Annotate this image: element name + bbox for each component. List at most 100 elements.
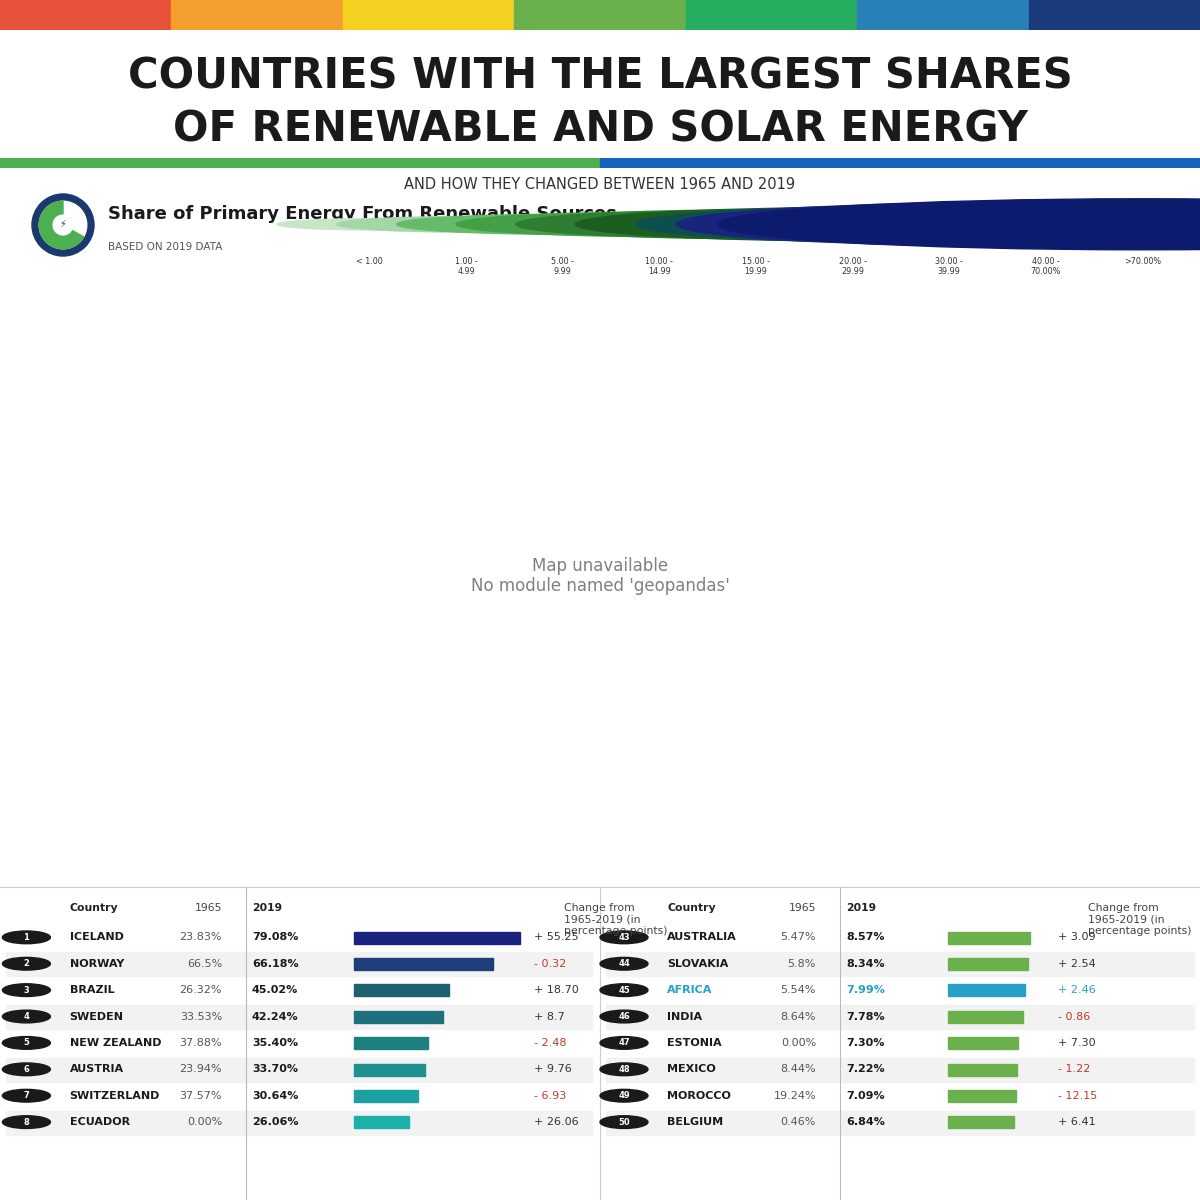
Text: 20.00 -
29.99: 20.00 - 29.99 — [839, 257, 866, 276]
Circle shape — [40, 202, 86, 248]
Text: 30.64%: 30.64% — [252, 1091, 299, 1100]
Circle shape — [600, 1116, 648, 1128]
Circle shape — [456, 212, 863, 236]
Text: AUSTRIA: AUSTRIA — [70, 1064, 124, 1074]
Text: Change from
1965-2019 (in
percentage points): Change from 1965-2019 (in percentage poi… — [564, 902, 667, 936]
Text: 7.22%: 7.22% — [846, 1064, 884, 1074]
Text: 33.70%: 33.70% — [252, 1064, 298, 1074]
Text: 7.30%: 7.30% — [846, 1038, 884, 1048]
Circle shape — [600, 1037, 648, 1049]
Wedge shape — [40, 202, 84, 248]
Text: 4: 4 — [24, 1012, 29, 1021]
Bar — [6, 1111, 592, 1134]
Bar — [948, 1037, 1018, 1049]
Circle shape — [516, 210, 996, 239]
Text: 8.34%: 8.34% — [846, 959, 884, 968]
Text: 49: 49 — [618, 1091, 630, 1100]
Text: 5: 5 — [24, 1038, 29, 1048]
Text: 8.57%: 8.57% — [846, 932, 884, 942]
Text: 5.54%: 5.54% — [781, 985, 816, 995]
Bar — [606, 953, 1194, 976]
Text: + 6.41: + 6.41 — [1058, 1117, 1096, 1127]
Text: - 1.22: - 1.22 — [1058, 1064, 1091, 1074]
Bar — [354, 931, 520, 943]
Circle shape — [2, 1090, 50, 1102]
Text: + 8.7: + 8.7 — [534, 1012, 565, 1021]
Text: ⚡: ⚡ — [60, 218, 66, 229]
Circle shape — [576, 208, 1130, 241]
Text: 0.00%: 0.00% — [781, 1038, 816, 1048]
Text: Map unavailable
No module named 'geopandas': Map unavailable No module named 'geopand… — [470, 557, 730, 595]
Text: Country: Country — [70, 902, 119, 913]
Text: AFRICA: AFRICA — [667, 985, 713, 995]
Circle shape — [2, 1010, 50, 1022]
Text: NORWAY: NORWAY — [70, 959, 124, 968]
Text: SLOVAKIA: SLOVAKIA — [667, 959, 728, 968]
Text: COUNTRIES WITH THE LARGEST SHARES: COUNTRIES WITH THE LARGEST SHARES — [127, 55, 1073, 97]
Text: 5.47%: 5.47% — [780, 932, 816, 942]
Text: 19.24%: 19.24% — [773, 1091, 816, 1100]
Text: 33.53%: 33.53% — [180, 1012, 222, 1021]
Text: BRAZIL: BRAZIL — [70, 985, 114, 995]
Text: 8.64%: 8.64% — [780, 1012, 816, 1021]
Text: BASED ON 2019 DATA: BASED ON 2019 DATA — [108, 242, 222, 252]
Text: + 3.09: + 3.09 — [1058, 932, 1096, 942]
Text: 40.00 -
70.00%: 40.00 - 70.00% — [1031, 257, 1061, 276]
Bar — [948, 931, 1031, 943]
Text: + 9.76: + 9.76 — [534, 1064, 571, 1074]
Text: 26.32%: 26.32% — [180, 985, 222, 995]
Text: 45: 45 — [618, 985, 630, 995]
Circle shape — [600, 1063, 648, 1075]
Bar — [600, 158, 1200, 168]
Bar — [6, 953, 592, 976]
Text: 79.08%: 79.08% — [252, 932, 299, 942]
Text: + 18.70: + 18.70 — [534, 985, 578, 995]
Text: AND HOW THEY CHANGED BETWEEN 1965 AND 2019: AND HOW THEY CHANGED BETWEEN 1965 AND 20… — [404, 178, 796, 192]
Text: - 12.15: - 12.15 — [1058, 1091, 1098, 1100]
Circle shape — [600, 958, 648, 970]
Bar — [354, 1063, 425, 1075]
Text: < 1.00: < 1.00 — [356, 257, 383, 266]
Circle shape — [677, 202, 1200, 246]
Bar — [354, 1116, 409, 1128]
Text: INDIA: INDIA — [667, 1012, 702, 1021]
Circle shape — [600, 931, 648, 943]
Text: - 6.93: - 6.93 — [534, 1091, 566, 1100]
Text: Share of Primary Energy From Renewable Sources: Share of Primary Energy From Renewable S… — [108, 205, 617, 223]
Bar — [606, 1111, 1194, 1134]
Circle shape — [277, 218, 462, 230]
Bar — [354, 1037, 428, 1049]
Circle shape — [53, 215, 73, 235]
Text: 50: 50 — [618, 1117, 630, 1127]
Text: - 0.86: - 0.86 — [1058, 1012, 1091, 1021]
Text: 0.00%: 0.00% — [187, 1117, 222, 1127]
Text: 44: 44 — [618, 959, 630, 968]
Bar — [1028, 0, 1200, 30]
Circle shape — [337, 216, 595, 232]
Text: Change from
1965-2019 (in
percentage points): Change from 1965-2019 (in percentage poi… — [1088, 902, 1192, 936]
Text: 6.84%: 6.84% — [846, 1117, 884, 1127]
Text: 2019: 2019 — [846, 902, 876, 913]
Text: ESTONIA: ESTONIA — [667, 1038, 722, 1048]
Text: MOROCCO: MOROCCO — [667, 1091, 731, 1100]
Text: 10.00 -
14.99: 10.00 - 14.99 — [646, 257, 673, 276]
Text: ICELAND: ICELAND — [70, 932, 124, 942]
Text: + 7.30: + 7.30 — [1058, 1038, 1096, 1048]
Bar — [857, 0, 1028, 30]
Text: 8: 8 — [24, 1117, 29, 1127]
Bar — [354, 958, 493, 970]
Bar — [606, 1006, 1194, 1028]
Text: + 2.46: + 2.46 — [1058, 985, 1096, 995]
Text: 2: 2 — [24, 959, 29, 968]
Text: + 26.06: + 26.06 — [534, 1117, 578, 1127]
Circle shape — [600, 1010, 648, 1022]
Bar — [343, 0, 515, 30]
Text: SWEDEN: SWEDEN — [70, 1012, 124, 1021]
Bar — [6, 1006, 592, 1028]
Text: 7: 7 — [24, 1091, 29, 1100]
Text: NEW ZEALAND: NEW ZEALAND — [70, 1038, 161, 1048]
Text: 7.09%: 7.09% — [846, 1091, 884, 1100]
Text: MEXICO: MEXICO — [667, 1064, 716, 1074]
Text: 30.00 -
39.99: 30.00 - 39.99 — [935, 257, 964, 276]
Text: 1965: 1965 — [788, 902, 816, 913]
